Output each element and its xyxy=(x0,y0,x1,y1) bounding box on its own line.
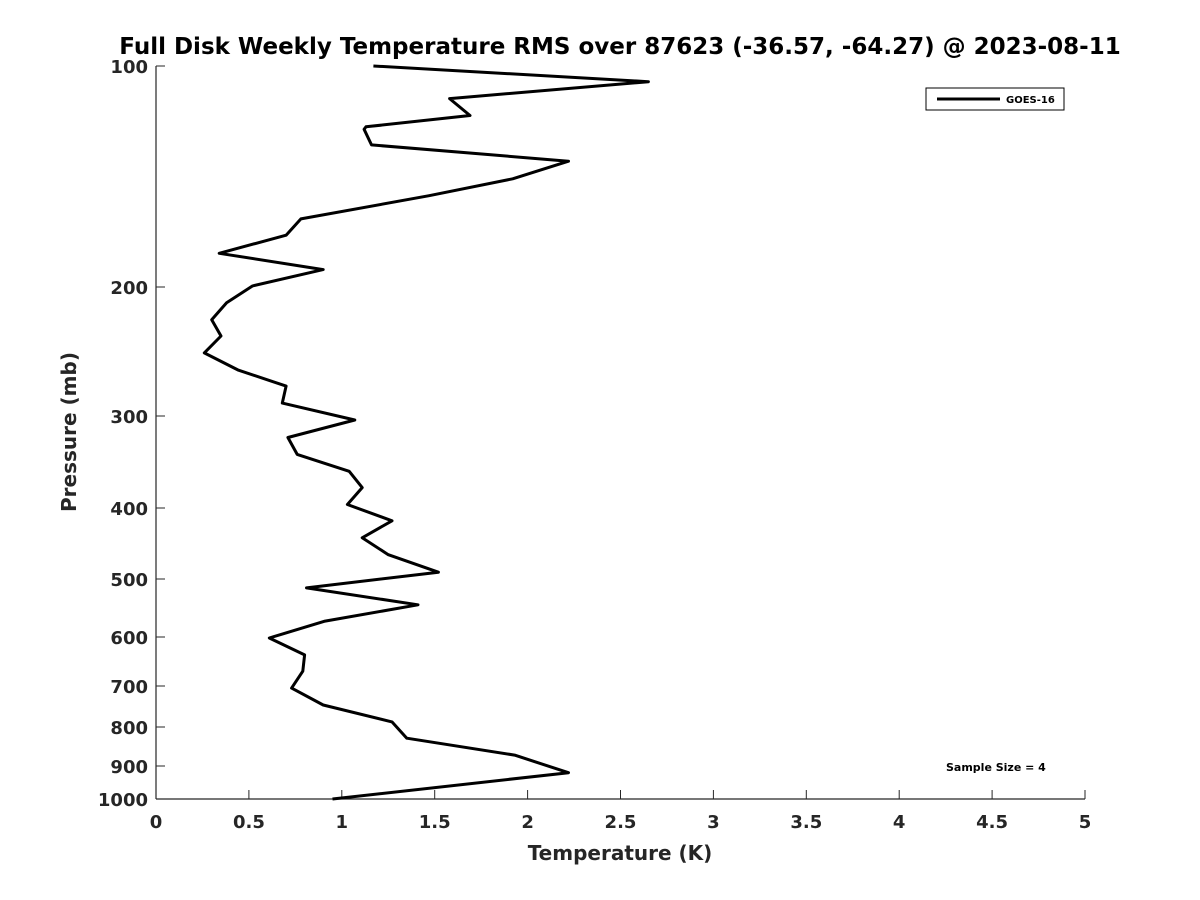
y-tick-label: 100 xyxy=(110,57,148,78)
x-tick-label: 3.5 xyxy=(790,812,822,833)
sample-size-annotation: Sample Size = 4 xyxy=(946,761,1046,774)
y-tick-label: 600 xyxy=(110,628,148,649)
y-tick-label: 400 xyxy=(110,499,148,520)
x-tick-label: 2.5 xyxy=(605,812,637,833)
y-tick-label: 500 xyxy=(110,570,148,591)
x-tick-label: 1 xyxy=(336,812,349,833)
y-tick-label: 1000 xyxy=(98,790,148,811)
y-tick-label: 200 xyxy=(110,278,148,299)
x-tick-label: 1.5 xyxy=(419,812,451,833)
y-axis-label: Pressure (mb) xyxy=(57,352,81,512)
x-tick-label: 4.5 xyxy=(976,812,1008,833)
x-tick-label: 2 xyxy=(521,812,534,833)
y-tick-label: 800 xyxy=(110,718,148,739)
series-line-goes16 xyxy=(202,64,650,801)
y-tick-label: 300 xyxy=(110,407,148,428)
legend: GOES-16 xyxy=(925,87,1065,111)
x-tick-label: 3 xyxy=(707,812,720,833)
y-tick-label: 900 xyxy=(110,757,148,778)
x-tick-label: 0 xyxy=(150,812,163,833)
y-tick-label: 700 xyxy=(110,677,148,698)
x-tick-label: 4 xyxy=(893,812,906,833)
x-tick-label: 5 xyxy=(1079,812,1092,833)
legend-entry-goes16: GOES-16 xyxy=(1006,95,1055,106)
x-tick-label: 0.5 xyxy=(233,812,265,833)
chart-title: Full Disk Weekly Temperature RMS over 87… xyxy=(119,34,1121,60)
x-axis-label: Temperature (K) xyxy=(528,841,713,865)
tick-labels: 0 0.5 1 1.5 2 2.5 3 3.5 4 4.5 5 100 200 300 400 500 600 7… xyxy=(98,57,1091,833)
